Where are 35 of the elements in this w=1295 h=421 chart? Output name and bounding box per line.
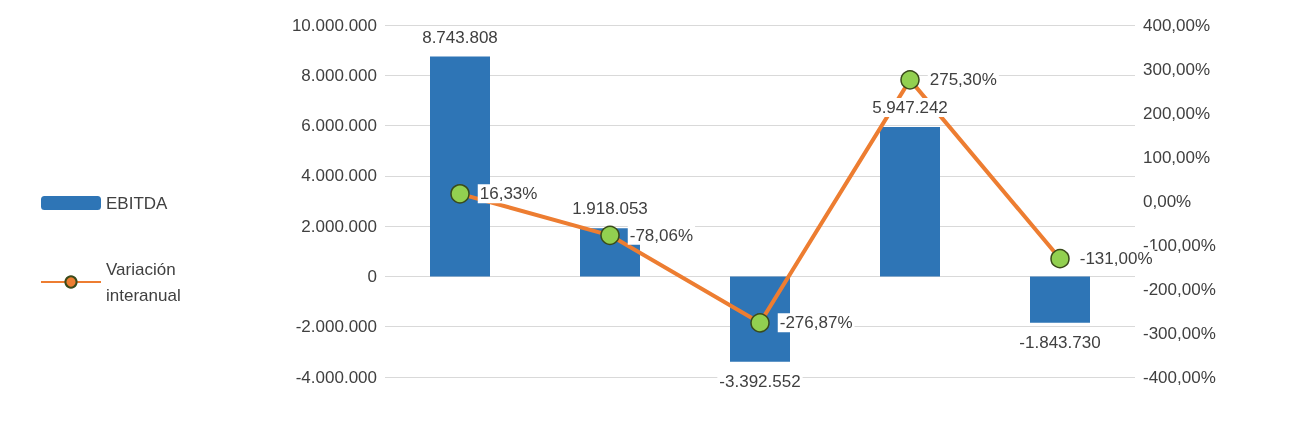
y-tick-label: -4.000.000 (295, 367, 377, 387)
y2-tick-label: -300,00% (1143, 323, 1216, 343)
y2-tick-label: 100,00% (1143, 147, 1211, 167)
data-label: 1.918.053 (572, 199, 648, 219)
bar (880, 126, 940, 277)
point (900, 70, 920, 90)
y-tick-label: 10.000.000 (291, 15, 377, 35)
y-tick-label: 4.000.000 (301, 166, 377, 186)
data-label: 8.743.808 (422, 27, 498, 47)
y2-tick-label: 200,00% (1143, 103, 1211, 123)
data-label: 275,30% (929, 70, 997, 90)
y-tick-label: 2.000.000 (301, 216, 377, 236)
point (450, 184, 470, 204)
y2-tick-label: -400,00% (1143, 367, 1216, 387)
data-label: 5.947.242 (872, 97, 948, 117)
y-tick-label: -2.000.000 (295, 317, 377, 337)
legend-label: EBITDA (106, 193, 169, 213)
y2-tick-label: 300,00% (1143, 59, 1211, 79)
y2-tick-label: 400,00% (1143, 15, 1211, 35)
legend-label: Variación interanual (106, 259, 181, 305)
y-tick-label: 6.000.000 (301, 116, 377, 136)
y-tick-label: 8.000.000 (301, 65, 377, 85)
data-label: -1.843.730 (1019, 332, 1101, 352)
point (1050, 248, 1070, 269)
point (600, 225, 620, 246)
data-label: -131,00% (1079, 249, 1153, 269)
y2-tick-label: 0,00% (1143, 191, 1192, 211)
y2-tick-label: -200,00% (1143, 279, 1216, 299)
data-label: 16,33% (479, 184, 538, 204)
data-label: -78,06% (629, 225, 694, 245)
y-tick-label: 0 (367, 266, 377, 286)
point (750, 313, 770, 333)
data-label: -276,87% (779, 313, 853, 333)
bar (1030, 276, 1090, 323)
data-label: -3.392.552 (719, 371, 801, 391)
